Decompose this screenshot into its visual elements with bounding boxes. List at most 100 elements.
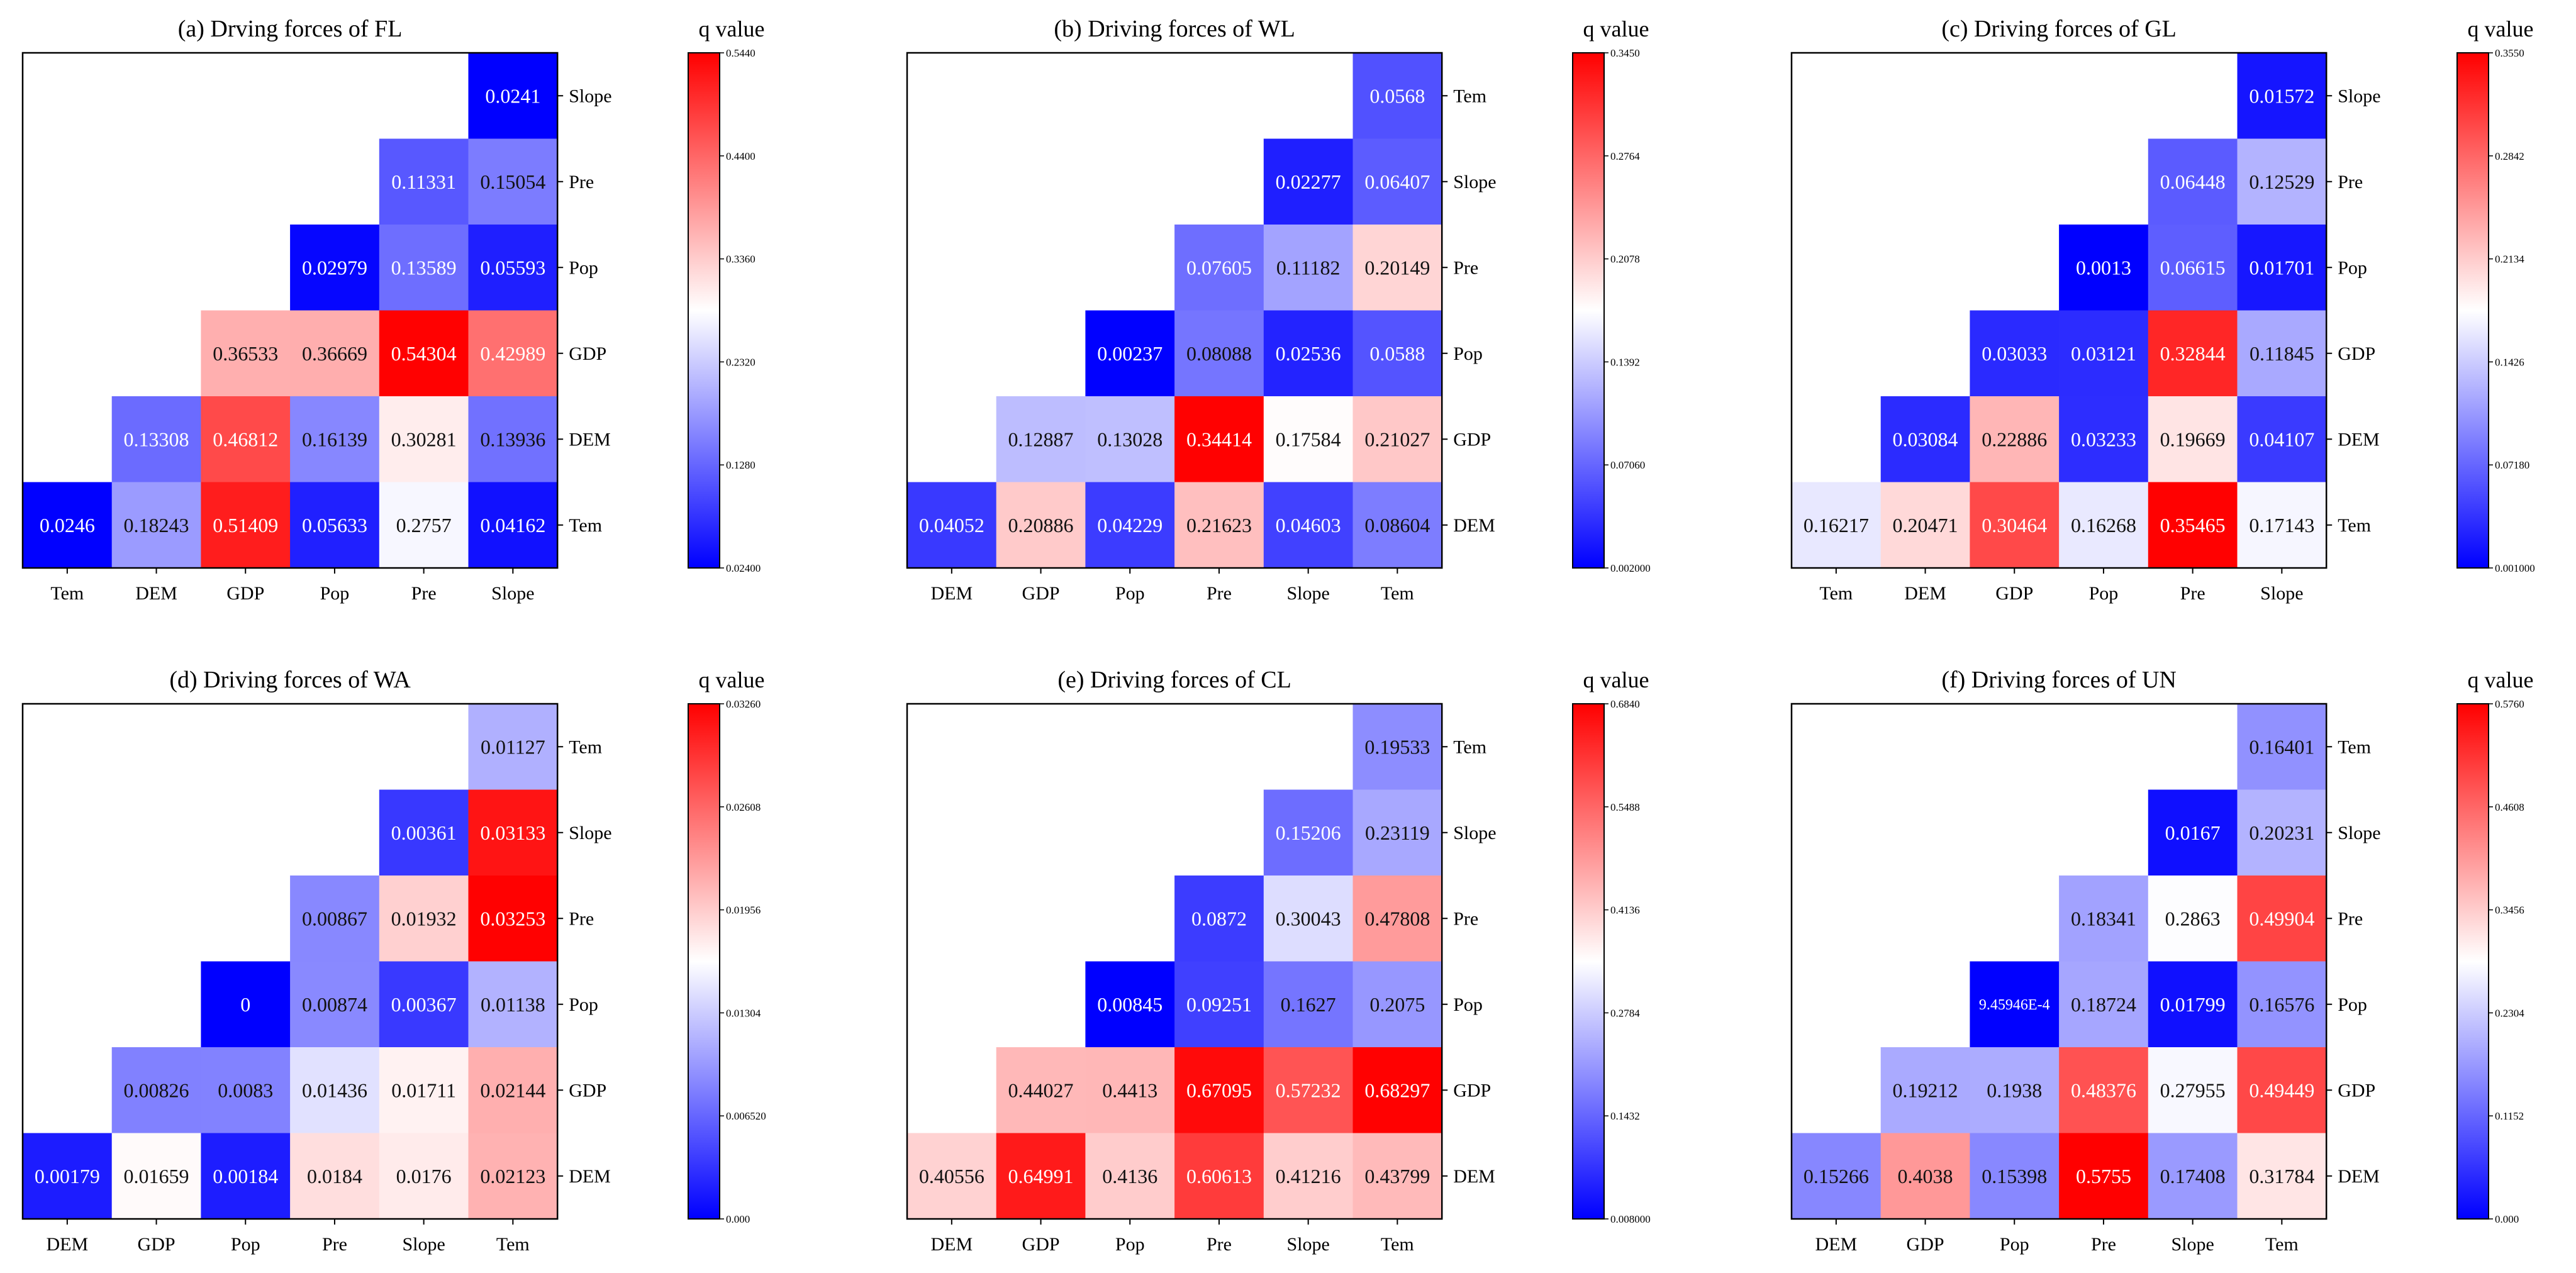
x-tick-label: GDP xyxy=(1022,1234,1060,1255)
y-tick-label: Pop xyxy=(1453,343,1483,364)
cell-value-label: 0.05593 xyxy=(480,256,545,279)
x-tick-label: Pre xyxy=(2180,583,2205,604)
colorbar xyxy=(2456,52,2489,569)
y-tick-label: GDP xyxy=(2338,1080,2375,1101)
cell-value-label: 0.41216 xyxy=(1276,1165,1341,1187)
cell-value-label: 0.2757 xyxy=(396,514,452,536)
cell-value-label: 0.0872 xyxy=(1191,907,1247,930)
heatmap-cell xyxy=(2237,961,2327,1048)
heatmap-cell xyxy=(2237,789,2327,876)
x-tick-label: GDP xyxy=(138,1234,176,1255)
heatmap-cell xyxy=(1085,961,1175,1048)
colorbar-tick-label: 0.4136 xyxy=(1610,904,1640,916)
cell-value-label: 0.4413 xyxy=(1102,1079,1157,1101)
cell-value-label: 0.11182 xyxy=(1276,256,1341,279)
x-tick-label: GDP xyxy=(226,583,264,604)
y-tick-label: Pop xyxy=(569,994,598,1015)
heatmap-cell xyxy=(201,482,291,569)
colorbar-tick-label: 0.1432 xyxy=(1610,1110,1640,1122)
cell-value-label: 0.00367 xyxy=(391,993,457,1016)
heatmap-cell xyxy=(996,396,1086,483)
heatmap-cell xyxy=(1085,310,1175,397)
colorbar-tick-label: 0.2784 xyxy=(1610,1007,1640,1019)
heatmap-cell xyxy=(1263,396,1354,483)
y-tick-label: Tem xyxy=(1453,86,1486,106)
heatmap-cell xyxy=(1970,310,2060,397)
chart-title: (a) Drving forces of FL xyxy=(178,16,403,42)
heatmap-cell xyxy=(2059,482,2149,569)
y-tick-label: Pre xyxy=(2338,908,2363,929)
colorbar-tick-label: 0.07060 xyxy=(1610,459,1645,471)
x-tick-label: DEM xyxy=(47,1234,89,1255)
heatmap-cell xyxy=(290,1047,380,1134)
heatmap-cell xyxy=(290,482,380,569)
heatmap-cell xyxy=(1263,310,1354,397)
heatmap-cell xyxy=(1263,138,1354,225)
x-tick-label: Tem xyxy=(1819,583,1853,604)
cell-value-label: 0.48376 xyxy=(2071,1079,2136,1101)
heatmap-cell xyxy=(1352,1133,1442,1220)
plot-frame xyxy=(1790,52,2328,569)
cell-value-label: 0.47808 xyxy=(1364,907,1430,930)
cell-value-label: 0.04603 xyxy=(1276,514,1341,536)
cell-value-label: 0.01711 xyxy=(391,1079,456,1101)
heatmap-cell xyxy=(201,961,291,1048)
y-tick-label: Pre xyxy=(1453,908,1478,929)
heatmap-cell xyxy=(1352,396,1442,483)
heatmap-cell xyxy=(201,1047,291,1134)
cell-value-label: 0.02277 xyxy=(1276,170,1341,193)
cell-value-label: 0.03233 xyxy=(2071,428,2136,450)
cell-value-label: 0.68297 xyxy=(1364,1079,1430,1101)
heatmap-cell xyxy=(1263,482,1354,569)
cell-value-label: 0 xyxy=(240,993,250,1016)
x-tick-label: GDP xyxy=(1907,1234,1944,1255)
heatmap-cell xyxy=(23,1133,113,1220)
colorbar-tick-label: 0.02400 xyxy=(726,562,761,574)
heatmap-cell xyxy=(1263,1133,1354,1220)
heatmap-cell xyxy=(1085,482,1175,569)
colorbar-tick-label: 0.02608 xyxy=(726,801,761,813)
heatmap-cell xyxy=(1970,396,2060,483)
cell-value-label: 0.06615 xyxy=(2160,256,2226,279)
cell-value-label: 0.30464 xyxy=(1982,514,2047,536)
heatmap-cell xyxy=(468,1047,558,1134)
heatmap-cell xyxy=(379,789,469,876)
heatmap-panel-6: (f) Driving forces of UN 0.16401 0.0167 0.2… xyxy=(1790,667,2533,1255)
x-tick-label: Slope xyxy=(1286,1234,1329,1255)
y-tick-label: DEM xyxy=(1453,515,1495,536)
x-tick-label: DEM xyxy=(1904,583,1946,604)
colorbar-tick-label: 0.5488 xyxy=(1610,801,1640,813)
cell-value-label: 0.49449 xyxy=(2249,1079,2314,1101)
heatmap-cell xyxy=(290,310,380,397)
cell-value-label: 0.01659 xyxy=(124,1165,189,1187)
heatmap-cell xyxy=(468,1133,558,1220)
colorbar-tick-label: 0.2320 xyxy=(726,356,756,368)
cell-value-label: 0.13028 xyxy=(1097,428,1163,450)
colorbar-tick-label: 0.006520 xyxy=(726,1110,766,1122)
heatmap-cell xyxy=(468,876,558,962)
cell-value-label: 0.0083 xyxy=(218,1079,273,1101)
cell-value-label: 0.30281 xyxy=(391,428,457,450)
cell-value-label: 0.12887 xyxy=(1008,428,1074,450)
heatmap-cell xyxy=(468,396,558,483)
cell-value-label: 0.04107 xyxy=(2249,428,2314,450)
heatmap-cell xyxy=(379,961,469,1048)
cell-value-label: 0.57232 xyxy=(1276,1079,1341,1101)
x-tick-label: Slope xyxy=(1286,583,1329,604)
cell-value-label: 0.07605 xyxy=(1186,256,1252,279)
cell-value-label: 0.11845 xyxy=(2250,342,2314,365)
cell-value-label: 0.20471 xyxy=(1893,514,1958,536)
cell-value-label: 0.13308 xyxy=(124,428,189,450)
y-tick-label: Slope xyxy=(2338,823,2380,843)
colorbar-label: q value xyxy=(1583,16,1649,42)
heatmap-cell xyxy=(111,1047,201,1134)
heatmap-cell xyxy=(1263,961,1354,1048)
heatmap-cell xyxy=(379,1133,469,1220)
heatmap-cell xyxy=(1352,225,1442,311)
cell-value-label: 0.17584 xyxy=(1276,428,1341,450)
heatmap-cell xyxy=(1352,310,1442,397)
heatmap-cell xyxy=(290,396,380,483)
cell-value-label: 0.32844 xyxy=(2160,342,2226,365)
heatmap-cell xyxy=(1352,1047,1442,1134)
heatmap-cell xyxy=(468,961,558,1048)
